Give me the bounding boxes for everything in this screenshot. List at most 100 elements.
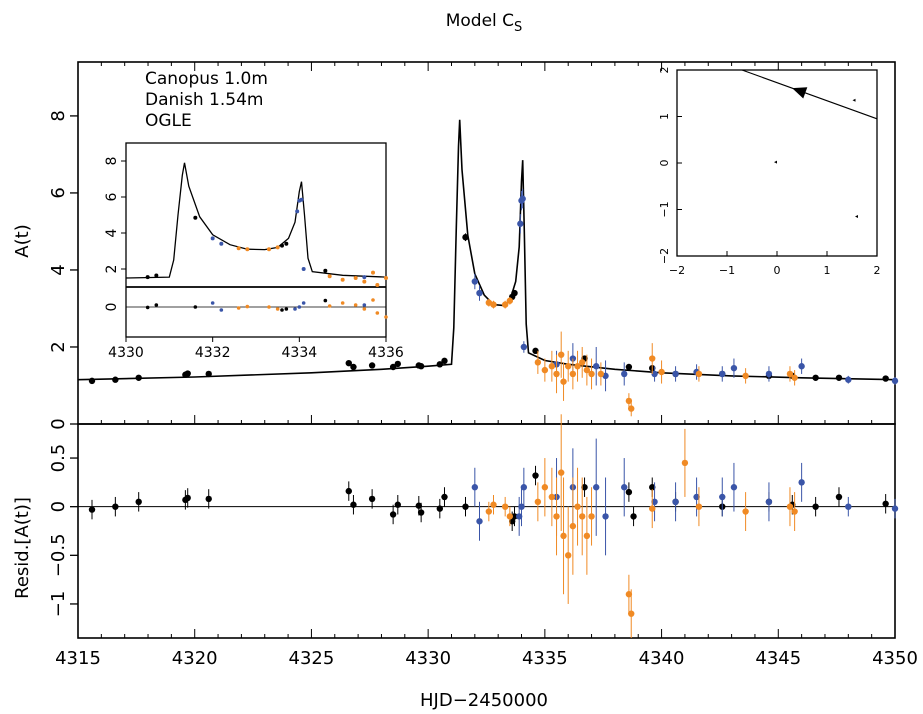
data-point <box>588 371 594 377</box>
caustic-y-tick-label: 1 <box>658 113 671 120</box>
data-point <box>602 513 608 519</box>
y-tick-label: 0.5 <box>48 444 69 473</box>
zoom-y-tick-label: 2 <box>104 265 120 274</box>
x-axis-label: HJD−2450000 <box>420 690 548 711</box>
data-point <box>490 301 496 307</box>
data-point <box>519 196 525 202</box>
zoom-data-point <box>280 244 284 248</box>
y-tick-label: −0.5 <box>48 533 69 577</box>
data-point <box>672 371 678 377</box>
caustic-x-tick-label: 0 <box>774 264 781 277</box>
zoom-resid-point <box>363 303 367 307</box>
data-point <box>350 364 356 370</box>
zoom-frame <box>126 143 386 337</box>
zoom-resid-point <box>354 303 358 307</box>
data-point <box>437 505 443 511</box>
data-point <box>490 502 496 508</box>
data-point <box>89 378 95 384</box>
data-point <box>346 488 352 494</box>
data-point <box>542 484 548 490</box>
zoom-data-point <box>146 275 150 279</box>
x-tick-label: 4350 <box>872 648 918 669</box>
data-point <box>418 509 424 515</box>
bottom-panel-frame <box>78 424 895 638</box>
data-point <box>476 290 482 296</box>
data-point <box>812 375 818 381</box>
data-point <box>390 511 396 517</box>
zoom-data-point <box>328 274 332 278</box>
zoom-data-point <box>295 209 299 213</box>
data-point <box>598 371 604 377</box>
data-point <box>766 499 772 505</box>
data-point <box>521 484 527 490</box>
zoom-resid-point <box>293 307 297 311</box>
zoom-y-tick-label: 4 <box>104 228 120 237</box>
zoom-data-point <box>237 246 241 250</box>
data-point <box>696 371 702 377</box>
data-point <box>658 369 664 375</box>
data-point <box>350 502 356 508</box>
zoom-resid-point <box>237 306 241 310</box>
zoom-data-point <box>371 271 375 275</box>
data-point <box>395 361 401 367</box>
zoom-resid-point <box>324 299 328 303</box>
zoom-resid-point <box>376 311 380 315</box>
residuals-panel: 0.50−0.5−14315 4320 4325 4330 4335 4340 4345 43… <box>48 414 918 669</box>
data-point <box>418 363 424 369</box>
data-point <box>570 371 576 377</box>
x-tick-label: 4325 <box>289 648 335 669</box>
data-point <box>626 489 632 495</box>
zoom-x-tick-label: 4332 <box>195 345 231 361</box>
data-point <box>542 367 548 373</box>
zoom-data-point <box>154 273 158 277</box>
y-tick-label: −1 <box>48 591 69 618</box>
data-point <box>369 362 375 368</box>
caustic-x-tick-label: 2 <box>874 264 881 277</box>
legend-entry-ogle: OGLE <box>145 111 192 131</box>
data-point <box>766 371 772 377</box>
data-point <box>836 494 842 500</box>
data-point <box>565 552 571 558</box>
zoom-data-point <box>193 216 197 220</box>
data-point <box>206 371 212 377</box>
zoom-x-tick-label: 4336 <box>368 345 404 361</box>
caustic-x-tick-label: −2 <box>669 264 685 277</box>
bottom-y-axis-label: Resid.[A(t)] <box>12 497 33 599</box>
zoom-data-point <box>284 242 288 246</box>
caustic-y-tick-label: 0 <box>658 160 671 167</box>
data-point <box>621 484 627 490</box>
legend-entry-danish: Danish 1.54m <box>145 90 263 110</box>
data-point <box>626 364 632 370</box>
zoom-data-point <box>302 267 306 271</box>
data-point <box>791 375 797 381</box>
y-tick-label: 8 <box>48 110 69 121</box>
data-point <box>369 496 375 502</box>
y-tick-label: 0 <box>48 418 69 429</box>
zoom-resid-point <box>194 305 198 309</box>
data-point <box>628 610 634 616</box>
data-point <box>798 479 804 485</box>
zoom-resid-point <box>298 305 302 309</box>
data-point <box>521 344 527 350</box>
data-point <box>892 505 898 511</box>
x-tick-label: 4330 <box>405 648 451 669</box>
zoom-resid-point <box>276 307 280 311</box>
data-point <box>672 499 678 505</box>
caustic-y-tick-label: −1 <box>658 201 671 217</box>
data-point <box>649 505 655 511</box>
y-tick-label: 6 <box>48 187 69 198</box>
y-tick-label: 2 <box>48 341 69 352</box>
y-tick-label: 4 <box>48 264 69 275</box>
data-point <box>441 358 447 364</box>
data-point <box>696 503 702 509</box>
data-point <box>535 499 541 505</box>
zoom-y-tick-label: 6 <box>104 192 120 201</box>
zoom-data-point <box>245 247 249 251</box>
data-point <box>507 298 513 304</box>
zoom-y-tick-label: 8 <box>104 157 120 166</box>
data-point <box>549 363 555 369</box>
data-point <box>574 503 580 509</box>
data-point <box>535 359 541 365</box>
y-tick-label: 0 <box>48 501 69 512</box>
